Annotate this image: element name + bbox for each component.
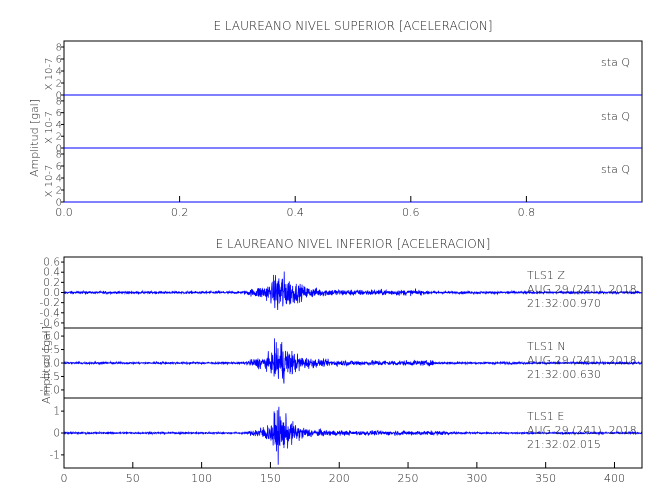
trace-line xyxy=(63,406,643,465)
station-annotation: AUG 29 (241), 2018 xyxy=(527,283,637,296)
station-annotation: TLS1 Z xyxy=(527,269,565,282)
station-annotation: sta Q xyxy=(601,110,630,123)
x-tick-label: 0.8 xyxy=(518,206,536,219)
x-tick-label: 0 xyxy=(61,472,68,485)
y-tick-label: 0 xyxy=(56,198,62,209)
y-tick-label: 6 xyxy=(56,162,62,173)
y-tick-label: 0 xyxy=(53,428,60,440)
x-tick-label: 0.4 xyxy=(286,206,304,219)
top-chart-frame xyxy=(63,40,643,203)
y-tick-label: 0.2 xyxy=(43,277,60,289)
x-tick-label: 0.0 xyxy=(55,206,73,219)
station-annotation: AUG 29 (241), 2018 xyxy=(527,424,637,437)
station-annotation: 21:32:00.630 xyxy=(527,368,601,381)
station-annotation: TLS1 N xyxy=(527,340,566,353)
top-chart-ylabel: Amplitud [gal] xyxy=(28,99,41,177)
station-annotation: sta Q xyxy=(601,163,630,176)
y-tick-label: -0.6 xyxy=(40,317,61,329)
x-tick-label: 200 xyxy=(329,472,350,485)
y-tick-label: -0.4 xyxy=(40,307,61,319)
trace-line xyxy=(63,338,643,384)
y-tick-label: -0.5 xyxy=(40,371,61,383)
station-annotation: sta Q xyxy=(601,56,630,69)
x-tick-label: 250 xyxy=(398,472,419,485)
y-tick-label: 2 xyxy=(56,186,62,197)
y-tick-label: 0.6 xyxy=(43,257,60,269)
x-tick-label: 300 xyxy=(466,472,487,485)
x-tick-label: 150 xyxy=(260,472,281,485)
y-tick-label: -1.0 xyxy=(40,384,61,396)
trace-line xyxy=(63,271,643,310)
bottom-chart: E LAUREANO NIVEL INFERIOR [ACELERACION] … xyxy=(40,237,643,485)
y-tick-label: 8 xyxy=(56,43,62,54)
x-tick-label: 50 xyxy=(126,472,140,485)
y-tick-label: 2 xyxy=(56,132,62,143)
y-tick-label: 4 xyxy=(56,120,62,131)
x-tick-label: 0.6 xyxy=(402,206,420,219)
y-tick-label: 6 xyxy=(56,108,62,119)
y-tick-label: -1 xyxy=(50,449,60,461)
y-tick-label: 0.4 xyxy=(43,267,60,279)
top-chart-title: E LAUREANO NIVEL SUPERIOR [ACELERACION] xyxy=(214,19,493,33)
y-tick-label: 0.5 xyxy=(43,344,60,356)
scale-label: X 10-7 xyxy=(44,111,55,144)
scale-label: X 10-7 xyxy=(44,58,55,91)
x-tick-label: 0.2 xyxy=(171,206,189,219)
scale-label: X 10-7 xyxy=(44,165,55,198)
station-annotation: AUG 29 (241), 2018 xyxy=(527,354,637,367)
y-tick-label: 0.0 xyxy=(43,287,60,299)
y-tick-label: 8 xyxy=(56,150,62,161)
y-tick-label: 0.0 xyxy=(43,358,60,370)
y-tick-label: 0 xyxy=(56,144,62,155)
station-annotation: TLS1 E xyxy=(527,410,564,423)
x-tick-label: 350 xyxy=(535,472,556,485)
station-annotation: 21:32:02.015 xyxy=(527,438,601,451)
x-tick-label: 100 xyxy=(191,472,212,485)
y-tick-label: 2 xyxy=(56,79,62,90)
top-chart: E LAUREANO NIVEL SUPERIOR [ACELERACION] … xyxy=(28,19,643,219)
y-tick-label: 1.0 xyxy=(43,331,60,343)
y-tick-label: 1 xyxy=(53,406,60,418)
station-annotation: 21:32:00.970 xyxy=(527,297,601,310)
bottom-chart-title: E LAUREANO NIVEL INFERIOR [ACELERACION] xyxy=(216,237,491,251)
y-tick-label: 0 xyxy=(56,91,62,102)
y-tick-label: 4 xyxy=(56,174,62,185)
y-tick-label: 8 xyxy=(56,96,62,107)
y-tick-label: 6 xyxy=(56,55,62,66)
y-tick-label: 4 xyxy=(56,67,62,78)
x-tick-label: 400 xyxy=(604,472,625,485)
y-tick-label: -0.2 xyxy=(40,297,61,309)
bottom-chart-ylabel: Amplitud [gal] xyxy=(40,326,53,404)
